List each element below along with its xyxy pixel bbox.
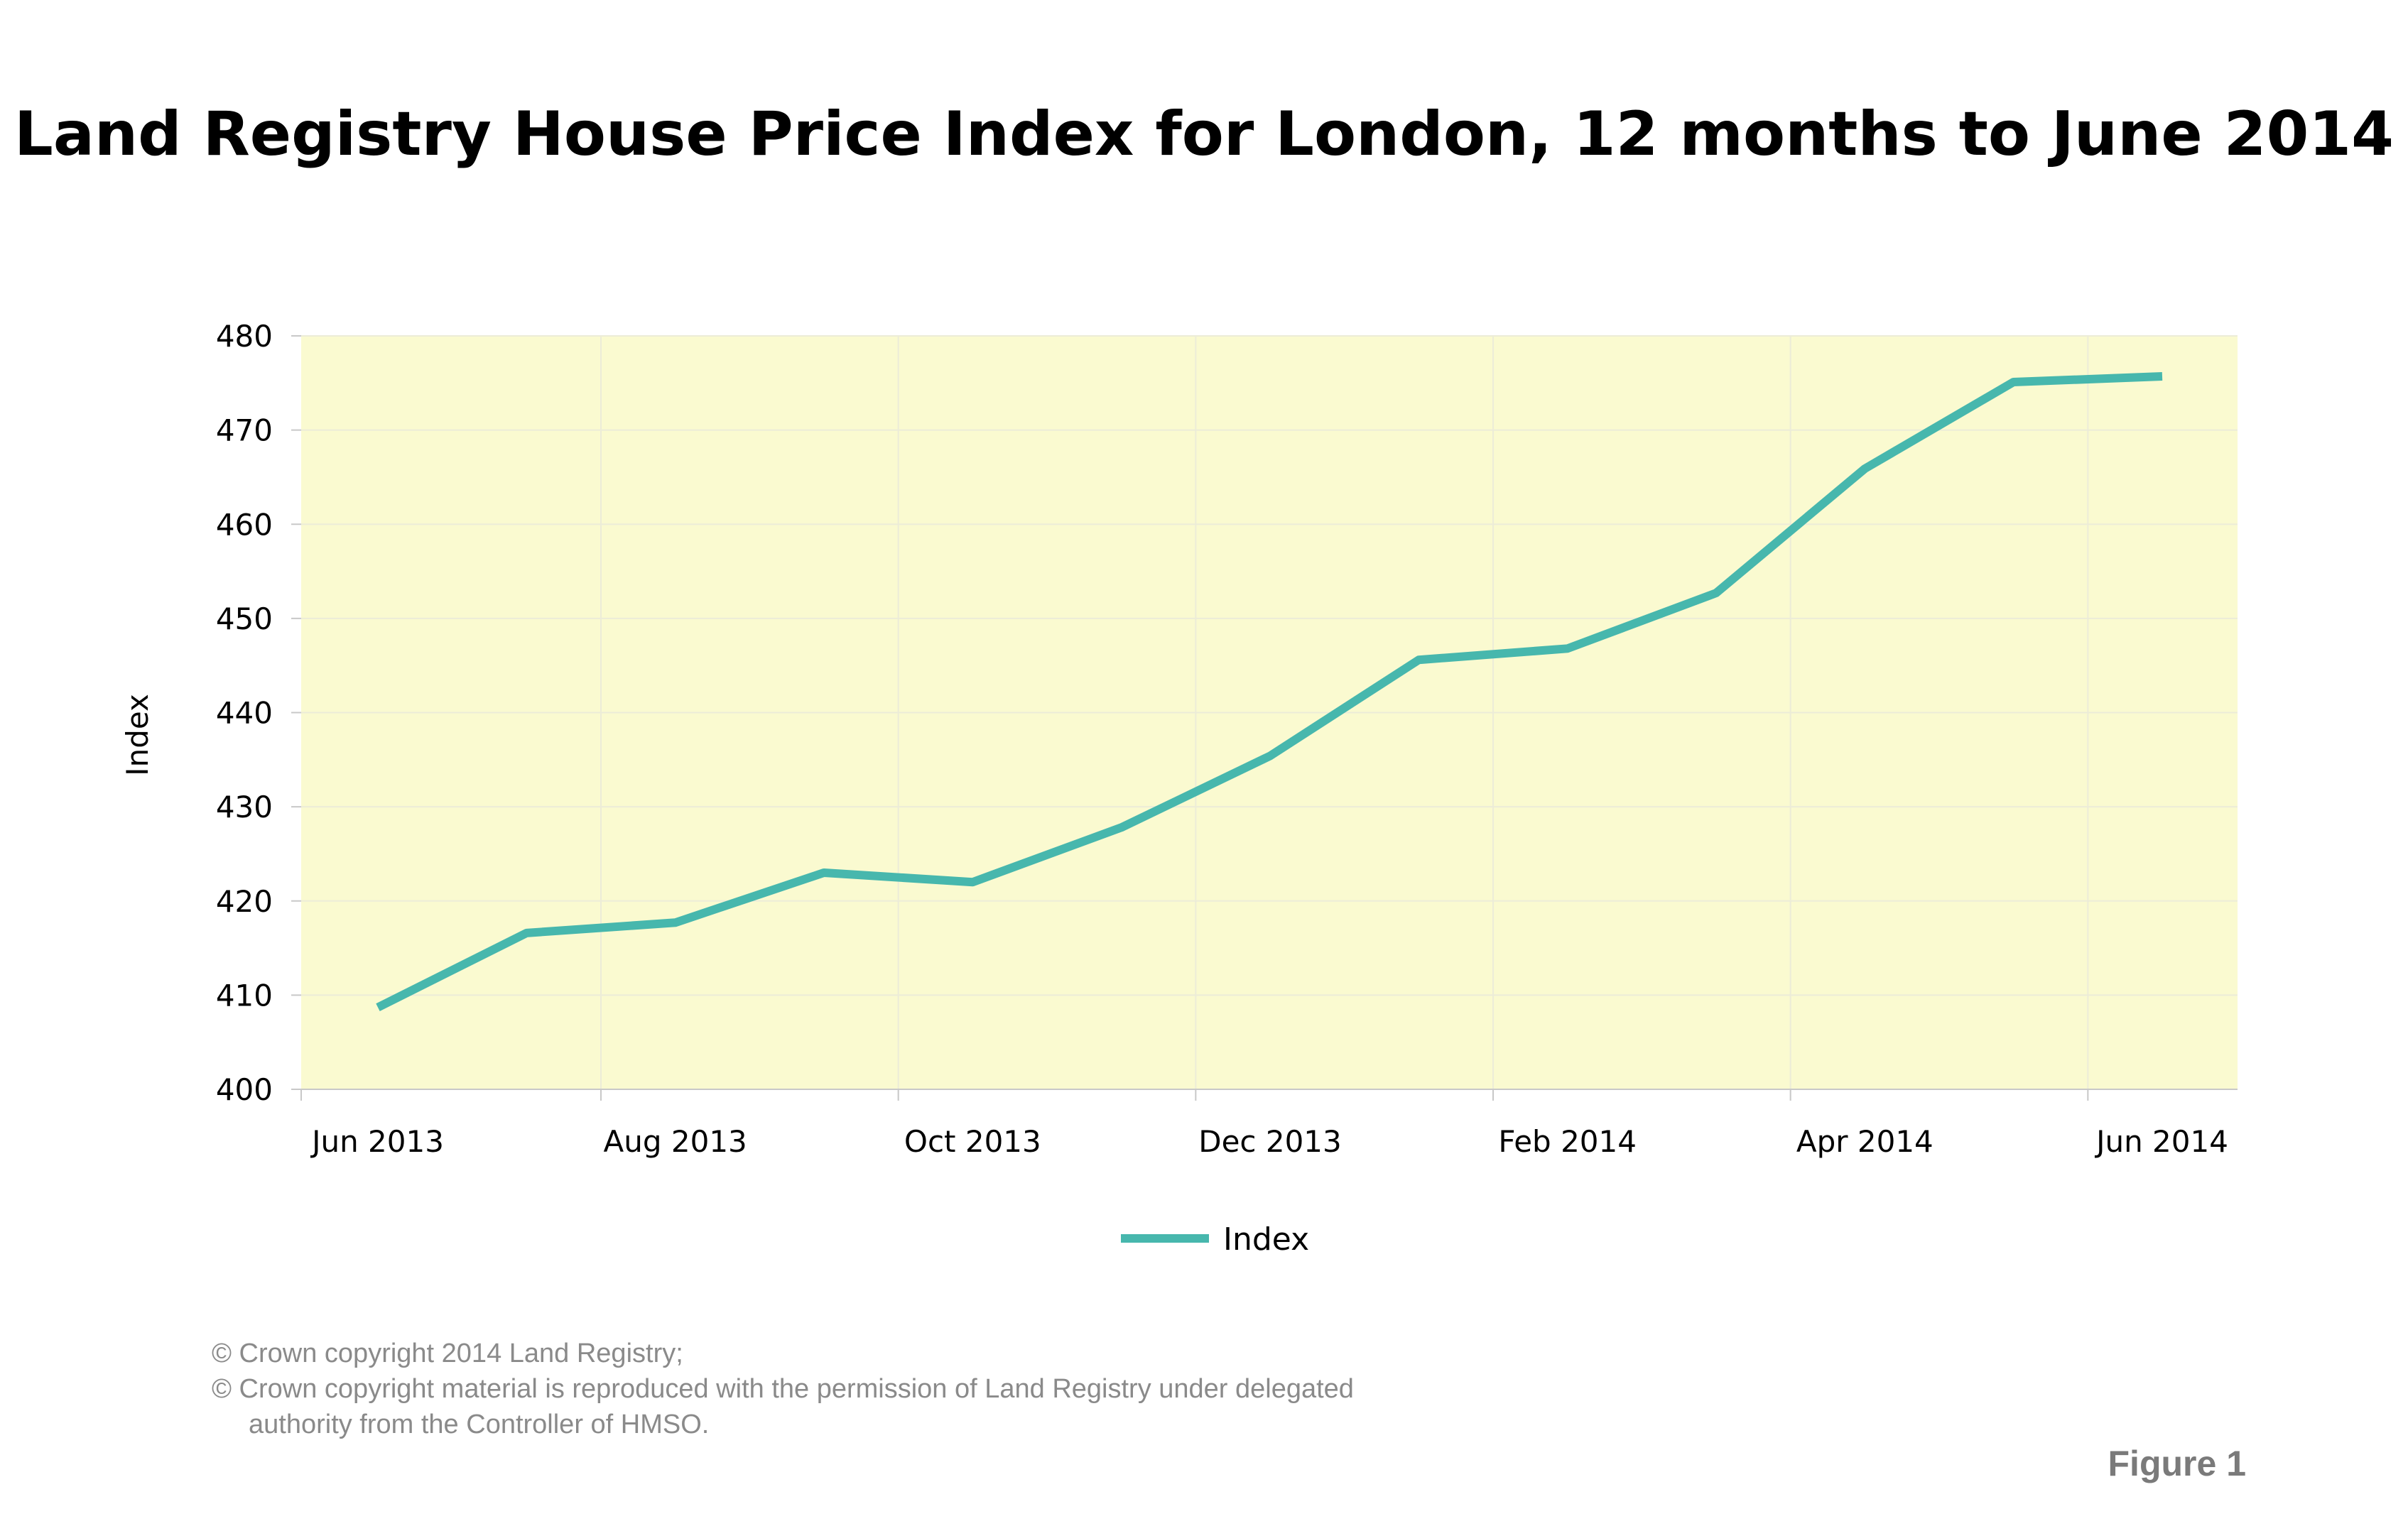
data-point bbox=[1117, 823, 1126, 832]
x-tick-label: Aug 2013 bbox=[604, 1124, 747, 1159]
x-tick-label: Jun 2014 bbox=[2094, 1124, 2228, 1159]
y-tick-label: 460 bbox=[216, 507, 273, 542]
y-tick-label: 410 bbox=[216, 978, 273, 1013]
data-point bbox=[2010, 378, 2018, 386]
copyright-line-3: authority from the Controller of HMSO. bbox=[249, 1410, 709, 1439]
data-point bbox=[1860, 464, 1869, 473]
grid-lines bbox=[301, 335, 2238, 1090]
y-tick-label: 400 bbox=[216, 1072, 273, 1107]
data-point bbox=[1712, 589, 1720, 597]
data-point bbox=[968, 878, 977, 886]
data-point bbox=[2158, 372, 2166, 381]
series-layer bbox=[374, 372, 2166, 1012]
x-tick-label: Feb 2014 bbox=[1498, 1124, 1637, 1159]
legend-label-index: Index bbox=[1223, 1221, 1309, 1258]
data-point bbox=[374, 1003, 382, 1012]
y-tick-label: 440 bbox=[216, 696, 273, 731]
data-point bbox=[1414, 655, 1423, 664]
data-point bbox=[522, 929, 531, 937]
chart-title: Land Registry House Price Index for Lond… bbox=[14, 99, 2394, 170]
y-axis-ticks: 400 410 420 430 440 450 460 470 480 bbox=[216, 319, 301, 1107]
y-tick-label: 480 bbox=[216, 319, 273, 354]
series-line-index bbox=[376, 372, 2163, 1011]
x-tick-label: Jun 2013 bbox=[310, 1124, 444, 1159]
data-point bbox=[1563, 644, 1572, 653]
x-axis-ticks: Jun 2013 Aug 2013 Oct 2013 Dec 2013 Feb 2014… bbox=[300, 1089, 2228, 1159]
y-tick-label: 430 bbox=[216, 790, 273, 824]
y-tick-label: 450 bbox=[216, 601, 273, 636]
y-axis-label: Index bbox=[120, 694, 155, 776]
data-point bbox=[820, 868, 828, 877]
y-tick-label: 420 bbox=[216, 884, 273, 919]
copyright-line-2: © Crown copyright material is reproduced… bbox=[212, 1374, 1354, 1404]
x-tick-label: Dec 2013 bbox=[1198, 1124, 1342, 1159]
data-point bbox=[671, 918, 680, 927]
figure-label: Figure 1 bbox=[2108, 1444, 2246, 1483]
legend: Index bbox=[1121, 1221, 1309, 1258]
x-tick-label: Apr 2014 bbox=[1796, 1124, 1934, 1159]
copyright-line-1: © Crown copyright 2014 Land Registry; bbox=[212, 1339, 683, 1368]
x-tick-label: Oct 2013 bbox=[904, 1124, 1041, 1159]
y-tick-label: 470 bbox=[216, 413, 273, 448]
data-point bbox=[1266, 752, 1274, 761]
